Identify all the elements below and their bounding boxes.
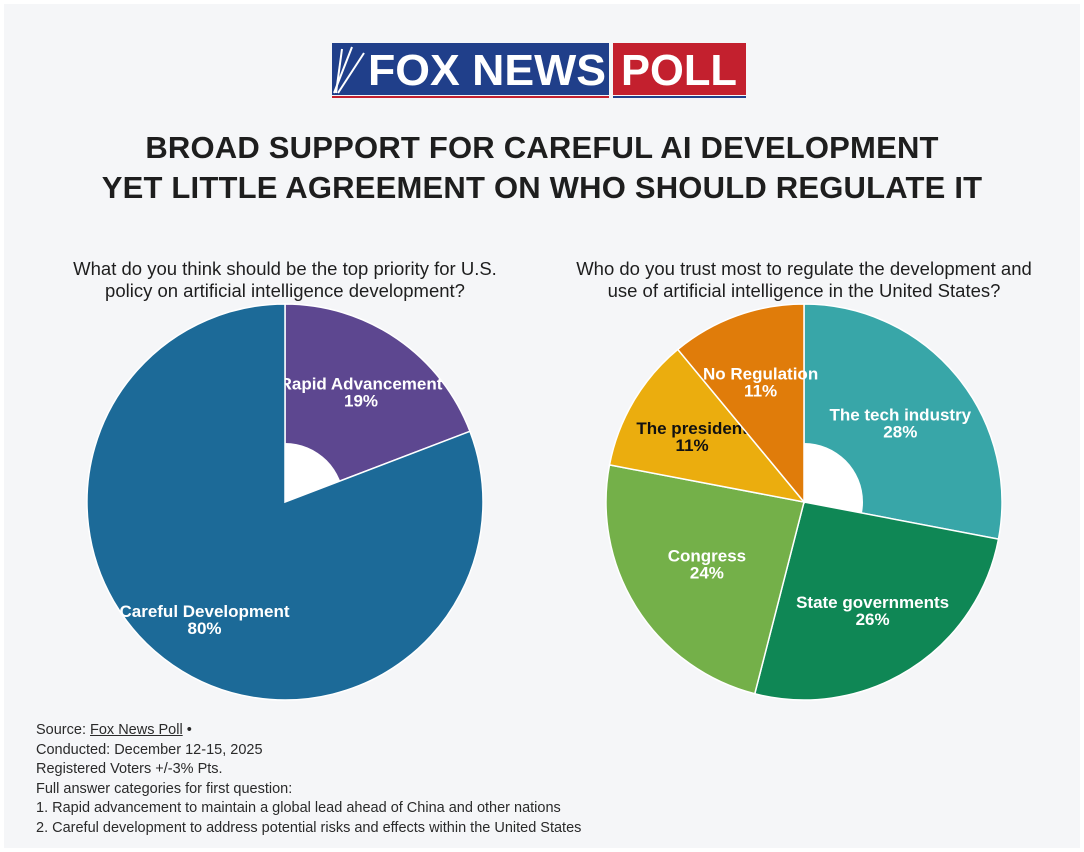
searchlight-icon [333,46,365,94]
question-1-title: What do you think should be the top prio… [25,258,545,302]
headline-line-1: BROAD SUPPORT FOR CAREFUL AI DEVELOPMENT [145,130,939,165]
slice-state-governments [753,501,1000,701]
margin-of-error-line: Registered Voters +/-3% Pts. [36,761,223,777]
slice-rapid-advancement [284,303,471,504]
footer-notes: Source: Fox News Poll • Conducted: Decem… [36,721,581,838]
fox-news-poll-logo: FOX NEWS POLL [332,43,746,98]
source-prefix: Source: [36,722,90,738]
slice-value-state-governments: 26% [856,610,890,629]
question-2-line-1: Who do you trust most to regulate the de… [576,258,1032,279]
slice-label-congress: Congress [668,547,746,566]
slice-no-regulation [676,303,805,505]
note-item-2: 2. Careful development to address potent… [36,819,582,836]
page-title: BROAD SUPPORT FOR CAREFUL AI DEVELOPMENT… [0,128,1084,208]
note-heading: Full answer categories for first questio… [36,780,293,797]
slice-label-rapid-advancement: Rapid Advancement [280,375,443,394]
logo-tag-text: POLL [621,46,737,95]
source-link[interactable]: Fox News Poll [90,722,183,738]
source-suffix: • [182,722,192,738]
slice-label-the-tech-industry: The tech industry [829,405,971,424]
note-item-1: 1. Rapid advancement to maintain a globa… [36,800,561,816]
logo-brand-text: FOX NEWS [368,46,606,95]
logo-red-rule [332,96,609,98]
logo-red-panel [613,43,746,95]
question-1-line-1: What do you think should be the top prio… [73,258,497,279]
slice-value-no-regulation: 11% [744,382,777,401]
question-2-title: Who do you trust most to regulate the de… [544,258,1064,302]
slice-value-rapid-advancement: 19% [344,392,378,411]
question-1-line-2: policy on artificial intelligence develo… [105,280,465,301]
headline-line-2: YET LITTLE AGREEMENT ON WHO SHOULD REGUL… [101,170,983,205]
slice-label-the-president: The president [636,419,748,438]
slice-careful-development [86,303,484,701]
slice-congress [605,464,805,695]
logo-blue-rule [613,96,746,98]
slice-label-no-regulation: No Regulation [703,365,818,384]
slice-value-the-president: 11% [676,436,709,455]
slice-value-careful-development: 80% [187,619,221,638]
slice-value-congress: 24% [690,564,724,583]
logo-blue-panel [332,43,609,95]
question-2-line-2: use of artificial intelligence in the Un… [607,280,1001,301]
source-line: Source: Fox News Poll • [36,721,581,741]
slice-label-state-governments: State governments [796,593,949,612]
slice-the-president [608,348,806,504]
slice-label-careful-development: Careful Development [119,602,289,621]
conducted-line: Conducted: December 12-15, 2025 [36,741,263,758]
slice-value-the-tech-industry: 28% [883,422,917,441]
